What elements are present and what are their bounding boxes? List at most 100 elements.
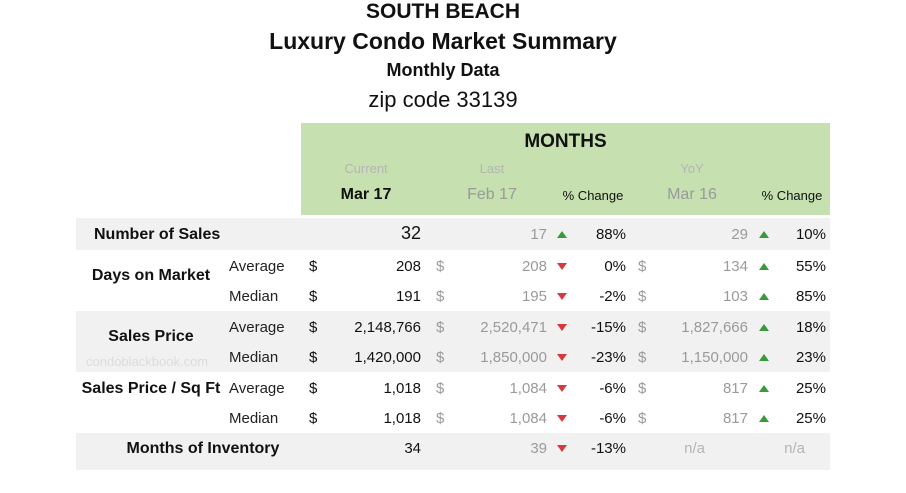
- pct-change: -2%: [599, 288, 626, 305]
- last-month-value: 39: [530, 440, 547, 457]
- yoy-value: 817: [722, 380, 748, 397]
- arrow-up-icon: [759, 293, 769, 300]
- pct-change: -23%: [590, 349, 626, 366]
- current-value: 32: [400, 223, 421, 243]
- last-month-value: 1,084: [509, 380, 547, 397]
- arrow-down-icon: [557, 324, 567, 331]
- months-header: [301, 123, 830, 215]
- dollar-sign: $: [436, 319, 445, 336]
- current-value: 1,018: [383, 410, 421, 427]
- arrow-up-icon: [759, 263, 769, 270]
- yoy-value: n/a: [684, 440, 705, 457]
- dollar-sign: $: [436, 288, 445, 305]
- current-value: 208: [395, 258, 421, 275]
- row-band: [76, 218, 830, 250]
- arrow-up-icon: [557, 231, 567, 238]
- watermark: condoblackbook.com: [86, 354, 209, 369]
- last-month-value: 195: [521, 288, 547, 305]
- dollar-sign: $: [309, 349, 318, 366]
- row-sublabel: Median: [229, 410, 279, 427]
- row-band: [76, 372, 830, 433]
- dollar-sign: $: [638, 319, 647, 336]
- arrow-down-icon: [557, 293, 567, 300]
- yoy-pct-change: 25%: [795, 410, 826, 427]
- yoy-value: 29: [731, 226, 748, 243]
- yoy-value: 817: [722, 410, 748, 427]
- dollar-sign: $: [638, 410, 647, 427]
- dollar-sign: $: [309, 258, 318, 275]
- row-band: [76, 250, 830, 311]
- arrow-down-icon: [557, 385, 567, 392]
- arrow-down-icon: [557, 263, 567, 270]
- yoy-pct-change-header: % Change: [761, 188, 823, 203]
- yoy-pct-change: 55%: [795, 258, 826, 275]
- dollar-sign: $: [638, 258, 647, 275]
- zip-code: zip code 33139: [368, 87, 518, 112]
- arrow-up-icon: [759, 231, 769, 238]
- arrow-down-icon: [557, 354, 567, 361]
- row-label: Number of Sales: [94, 226, 221, 243]
- yoy-pct-change: 85%: [795, 288, 826, 305]
- row-label: Months of Inventory: [126, 440, 280, 457]
- report-title: SOUTH BEACH: [365, 0, 520, 23]
- dollar-sign: $: [436, 410, 445, 427]
- current-value: 2,148,766: [354, 319, 421, 336]
- dollar-sign: $: [436, 258, 445, 275]
- yoy-month: Mar 16: [667, 186, 717, 203]
- pct-change: -13%: [590, 440, 626, 457]
- last-month-value: 208: [521, 258, 547, 275]
- pct-change-header: % Change: [562, 188, 624, 203]
- dollar-sign: $: [638, 380, 647, 397]
- last-month-value: 1,084: [509, 410, 547, 427]
- last-month-value: 17: [530, 226, 547, 243]
- yoy-value: 1,827,666: [681, 319, 748, 336]
- yoy-pct-change: 10%: [795, 226, 826, 243]
- arrow-up-icon: [759, 385, 769, 392]
- dollar-sign: $: [309, 319, 318, 336]
- dollar-sign: $: [309, 380, 318, 397]
- row-sublabel: Average: [229, 258, 285, 275]
- arrow-up-icon: [759, 415, 769, 422]
- row-label: Sales Price / Sq Ft: [81, 380, 221, 397]
- last-month-value: 2,520,471: [480, 319, 547, 336]
- dollar-sign: $: [436, 380, 445, 397]
- yoy-value: 134: [722, 258, 748, 275]
- last-month: Feb 17: [467, 186, 517, 203]
- yoy-pct-change: 23%: [795, 349, 826, 366]
- last-month-value: 1,850,000: [480, 349, 547, 366]
- yoy-pct-change: 18%: [795, 319, 826, 336]
- dollar-sign: $: [309, 410, 318, 427]
- row-sublabel: Median: [229, 349, 279, 366]
- report-period: Monthly Data: [386, 60, 500, 80]
- arrow-up-icon: [759, 324, 769, 331]
- yoy-label: YoY: [680, 161, 704, 176]
- current-month: Mar 17: [340, 186, 392, 203]
- pct-change: -15%: [590, 319, 626, 336]
- months-heading: MONTHS: [524, 131, 607, 152]
- row-sublabel: Average: [229, 319, 285, 336]
- row-label: Days on Market: [91, 267, 211, 284]
- dollar-sign: $: [638, 288, 647, 305]
- yoy-value: 1,150,000: [681, 349, 748, 366]
- last-label: Last: [479, 161, 505, 176]
- yoy-pct-change: 25%: [795, 380, 826, 397]
- pct-change: 88%: [595, 226, 626, 243]
- current-value: 1,018: [383, 380, 421, 397]
- current-value: 1,420,000: [354, 349, 421, 366]
- dollar-sign: $: [638, 349, 647, 366]
- row-band: [76, 311, 830, 372]
- arrow-down-icon: [557, 415, 567, 422]
- dollar-sign: $: [309, 288, 318, 305]
- pct-change: -6%: [599, 380, 626, 397]
- arrow-up-icon: [759, 354, 769, 361]
- row-label: Sales Price: [108, 328, 194, 345]
- yoy-value: 103: [722, 288, 748, 305]
- arrow-down-icon: [557, 445, 567, 452]
- pct-change: -6%: [599, 410, 626, 427]
- yoy-pct-change: n/a: [784, 440, 805, 457]
- row-sublabel: Average: [229, 380, 285, 397]
- dollar-sign: $: [436, 349, 445, 366]
- row-band: [76, 433, 830, 470]
- report-subtitle: Luxury Condo Market Summary: [269, 28, 617, 54]
- row-sublabel: Median: [229, 288, 279, 305]
